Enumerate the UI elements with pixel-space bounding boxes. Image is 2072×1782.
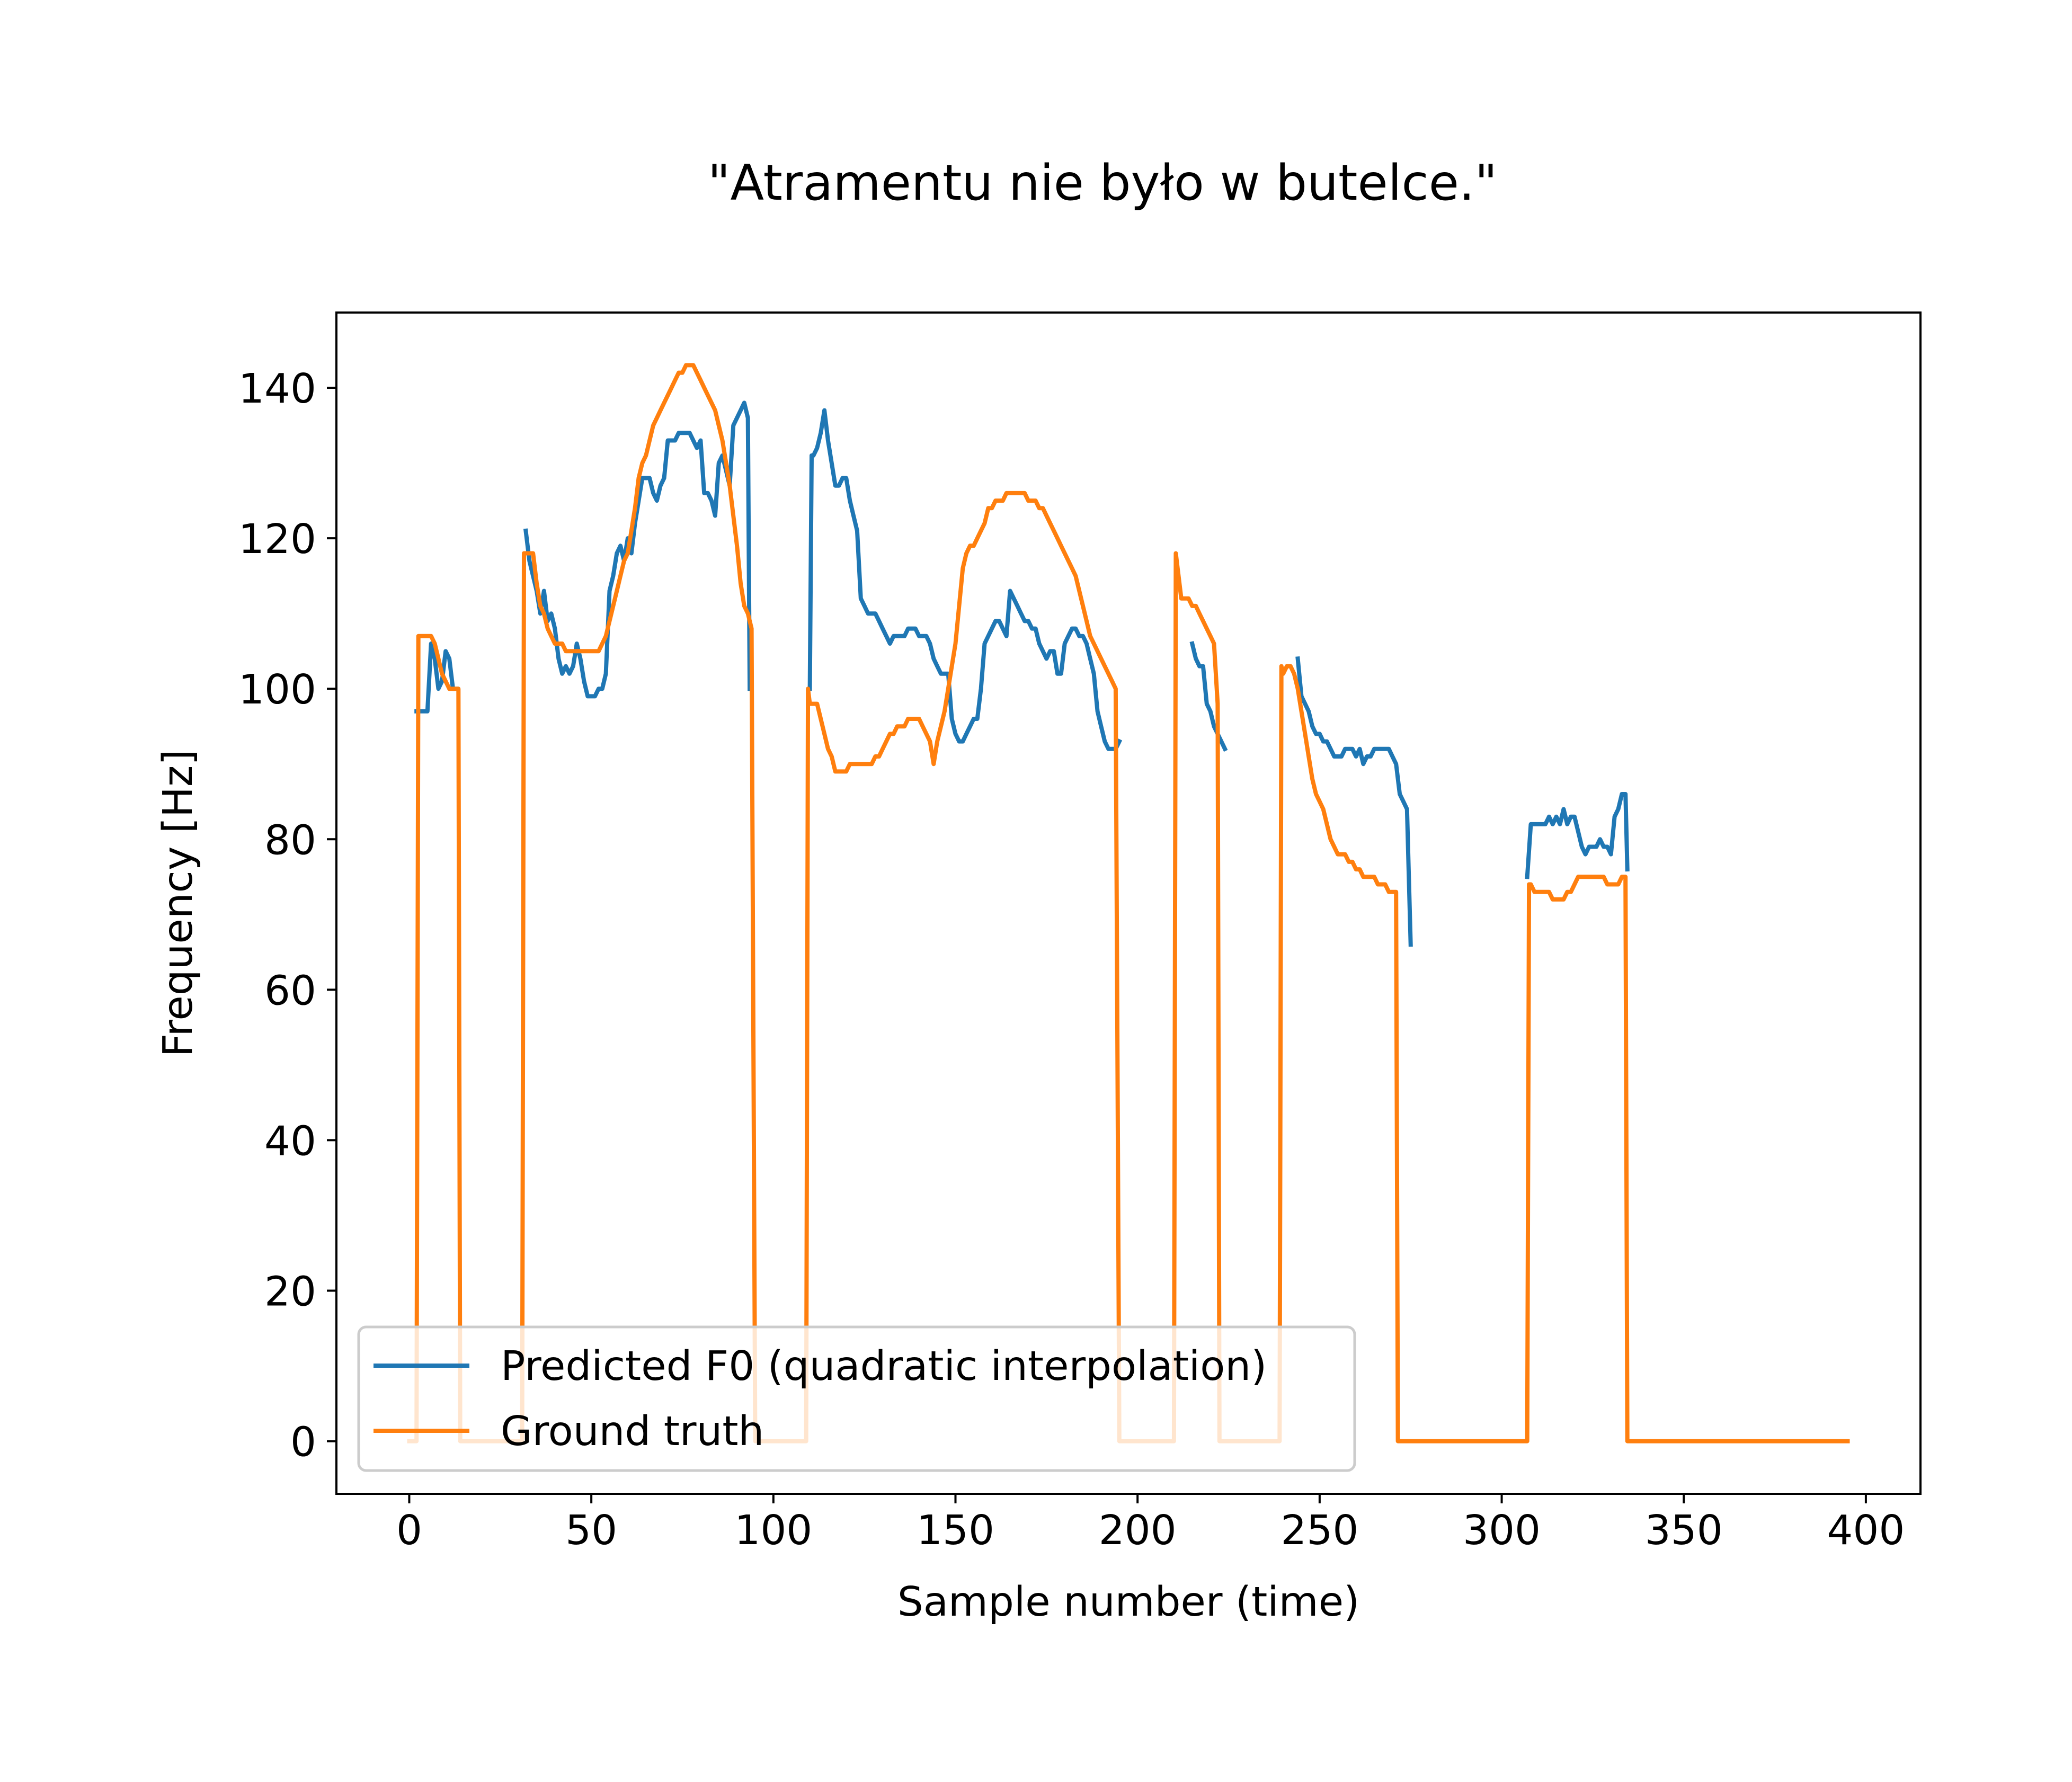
x-tick-label: 300	[1463, 1507, 1541, 1554]
series-line-0-segment-5	[1525, 792, 1630, 879]
x-tick-label: 100	[734, 1507, 812, 1554]
x-tick-label: 350	[1645, 1507, 1723, 1554]
legend: Predicted F0 (quadratic interpolation) G…	[357, 1325, 1356, 1472]
legend-label-ground-truth: Ground truth	[501, 1408, 764, 1455]
x-tick-label: 200	[1099, 1507, 1177, 1554]
y-tick-label: 120	[238, 516, 316, 563]
series-1	[407, 363, 1850, 1444]
y-tick-label: 20	[264, 1268, 316, 1315]
y-axis: 0 20 40 60 80 100 120 140	[238, 366, 336, 1466]
x-tick-label: 400	[1827, 1507, 1905, 1554]
series-line-1-segment-0	[407, 363, 1850, 1444]
x-axis: 0 50 100 150 200 250 300 350 400	[396, 1494, 1905, 1554]
y-tick-label: 80	[264, 817, 316, 864]
plot-area	[335, 311, 1922, 1495]
x-tick-label: 0	[396, 1507, 422, 1554]
plot-frame	[335, 311, 1922, 1495]
legend-label-predicted: Predicted F0 (quadratic interpolation)	[501, 1343, 1267, 1390]
x-tick-label: 150	[917, 1507, 994, 1554]
y-tick-label: 140	[238, 366, 316, 413]
y-tick-label: 40	[264, 1118, 316, 1165]
x-tick-label: 250	[1280, 1507, 1358, 1554]
y-tick-label: 60	[264, 967, 316, 1014]
series-line-0-segment-2	[807, 408, 1123, 751]
series-line-0-segment-1	[523, 400, 752, 699]
series-line-0-segment-0	[414, 641, 459, 714]
series-0	[414, 400, 1630, 947]
series-line-0-segment-3	[1189, 641, 1228, 752]
x-tick-label: 50	[565, 1507, 617, 1554]
chart-title: "Atramentu nie było w butelce."	[708, 154, 1498, 211]
x-axis-label: Sample number (time)	[897, 1579, 1359, 1626]
legend-box	[357, 1325, 1356, 1472]
y-tick-label: 100	[238, 666, 316, 714]
y-axis-label: Frequency [Hz]	[155, 750, 202, 1057]
series-line-0-segment-4	[1295, 656, 1413, 947]
y-tick-label: 0	[290, 1419, 316, 1466]
